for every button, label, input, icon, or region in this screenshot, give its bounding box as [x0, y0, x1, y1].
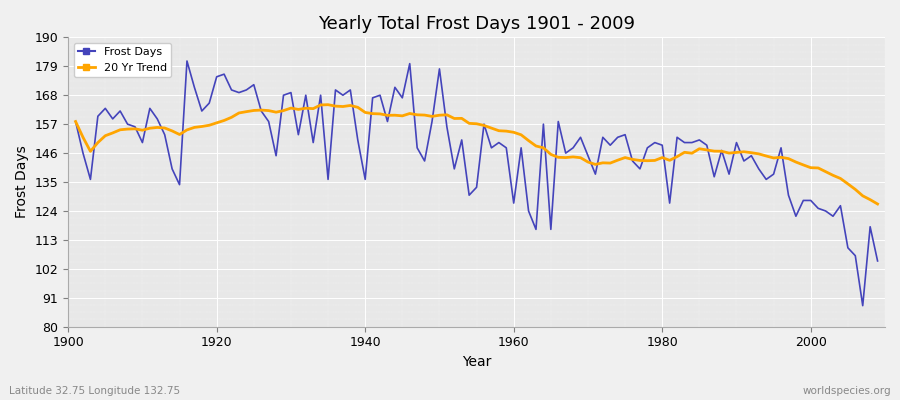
- Y-axis label: Frost Days: Frost Days: [15, 146, 29, 218]
- Text: Latitude 32.75 Longitude 132.75: Latitude 32.75 Longitude 132.75: [9, 386, 180, 396]
- Legend: Frost Days, 20 Yr Trend: Frost Days, 20 Yr Trend: [74, 43, 171, 77]
- X-axis label: Year: Year: [462, 355, 491, 369]
- Title: Yearly Total Frost Days 1901 - 2009: Yearly Total Frost Days 1901 - 2009: [318, 15, 635, 33]
- Text: worldspecies.org: worldspecies.org: [803, 386, 891, 396]
